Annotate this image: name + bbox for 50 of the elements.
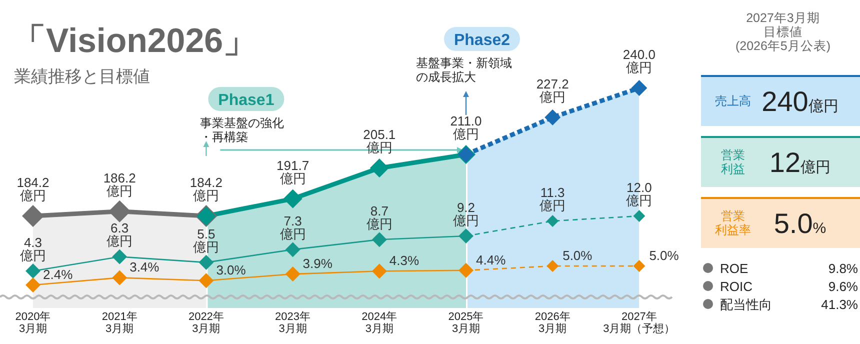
data-label: 3.9% xyxy=(302,256,333,272)
data-label: 184.2 億円 xyxy=(16,175,50,203)
text: 基盤事業・新領域の成長拡大 xyxy=(416,56,512,84)
x-tick-label: 2026年 3月期 xyxy=(534,311,570,335)
data-label: 5.5 億円 xyxy=(193,226,220,254)
data-label: 3.0% xyxy=(216,262,246,278)
data-label: 2.4% xyxy=(43,267,74,282)
text: ROE xyxy=(720,261,748,276)
x-tick-label: 2023年 3月期 xyxy=(275,311,311,335)
data-label: 5.0% xyxy=(649,248,680,263)
x-tick-label: 2025年 3月期 xyxy=(448,311,484,335)
data-label: 191.7 億円 xyxy=(276,158,310,186)
x-tick-label: 2022年 3月期 xyxy=(188,311,224,335)
data-label: 4.3 億円 xyxy=(20,235,46,263)
data-label: 6.3 億円 xyxy=(106,220,133,249)
annotation: 事業基盤の強化・再構築 xyxy=(200,116,284,144)
data-label: 240.0 億円 xyxy=(622,47,656,75)
text: 9.6% xyxy=(828,279,858,294)
chart-subtitle: 業績推移と目標値 xyxy=(14,67,150,86)
text: 5.0% xyxy=(774,208,826,239)
x-tick-label: 2021年 3月期 xyxy=(102,311,138,335)
text: 営業利益率 xyxy=(715,209,751,237)
data-label: 186.2 億円 xyxy=(103,170,136,198)
chart-title: 「Vision2026」 xyxy=(12,22,258,60)
data-label: 4.4% xyxy=(476,252,506,268)
data-label: 8.7 億円 xyxy=(366,204,392,232)
band-label: Phase2 xyxy=(454,32,510,49)
text: 2027年3月期目標値(2026年5月公表) xyxy=(735,11,831,53)
text: 240億円 xyxy=(762,86,838,117)
data-label: 227.2 億円 xyxy=(536,76,569,104)
data-label: 9.2 億円 xyxy=(453,200,479,228)
text: 12億円 xyxy=(769,147,831,178)
band-label: Phase1 xyxy=(218,92,274,109)
data-label: 5.0% xyxy=(562,248,593,263)
x-tick-label: 2027年 3月期（予想） xyxy=(603,311,676,335)
data-label: 11.3 億円 xyxy=(540,185,566,213)
data-label: 7.3 億円 xyxy=(280,214,306,242)
text: 売上高 xyxy=(715,94,751,108)
text: 配当性向 xyxy=(720,297,772,312)
x-tick-label: 2024年 3月期 xyxy=(362,311,398,335)
x-tick-label: 2020年 3月期 xyxy=(15,311,51,335)
data-label: 12.0 億円 xyxy=(626,180,652,208)
data-label: 184.2 億円 xyxy=(190,175,222,203)
text: 9.8% xyxy=(828,261,858,276)
data-label: 211.0 億円 xyxy=(450,114,482,142)
text: ROIC xyxy=(720,279,752,294)
data-label: 4.3% xyxy=(389,253,420,268)
data-label: 3.4% xyxy=(130,260,160,275)
text: 営業利益 xyxy=(721,148,745,176)
text: 41.3% xyxy=(821,297,858,312)
